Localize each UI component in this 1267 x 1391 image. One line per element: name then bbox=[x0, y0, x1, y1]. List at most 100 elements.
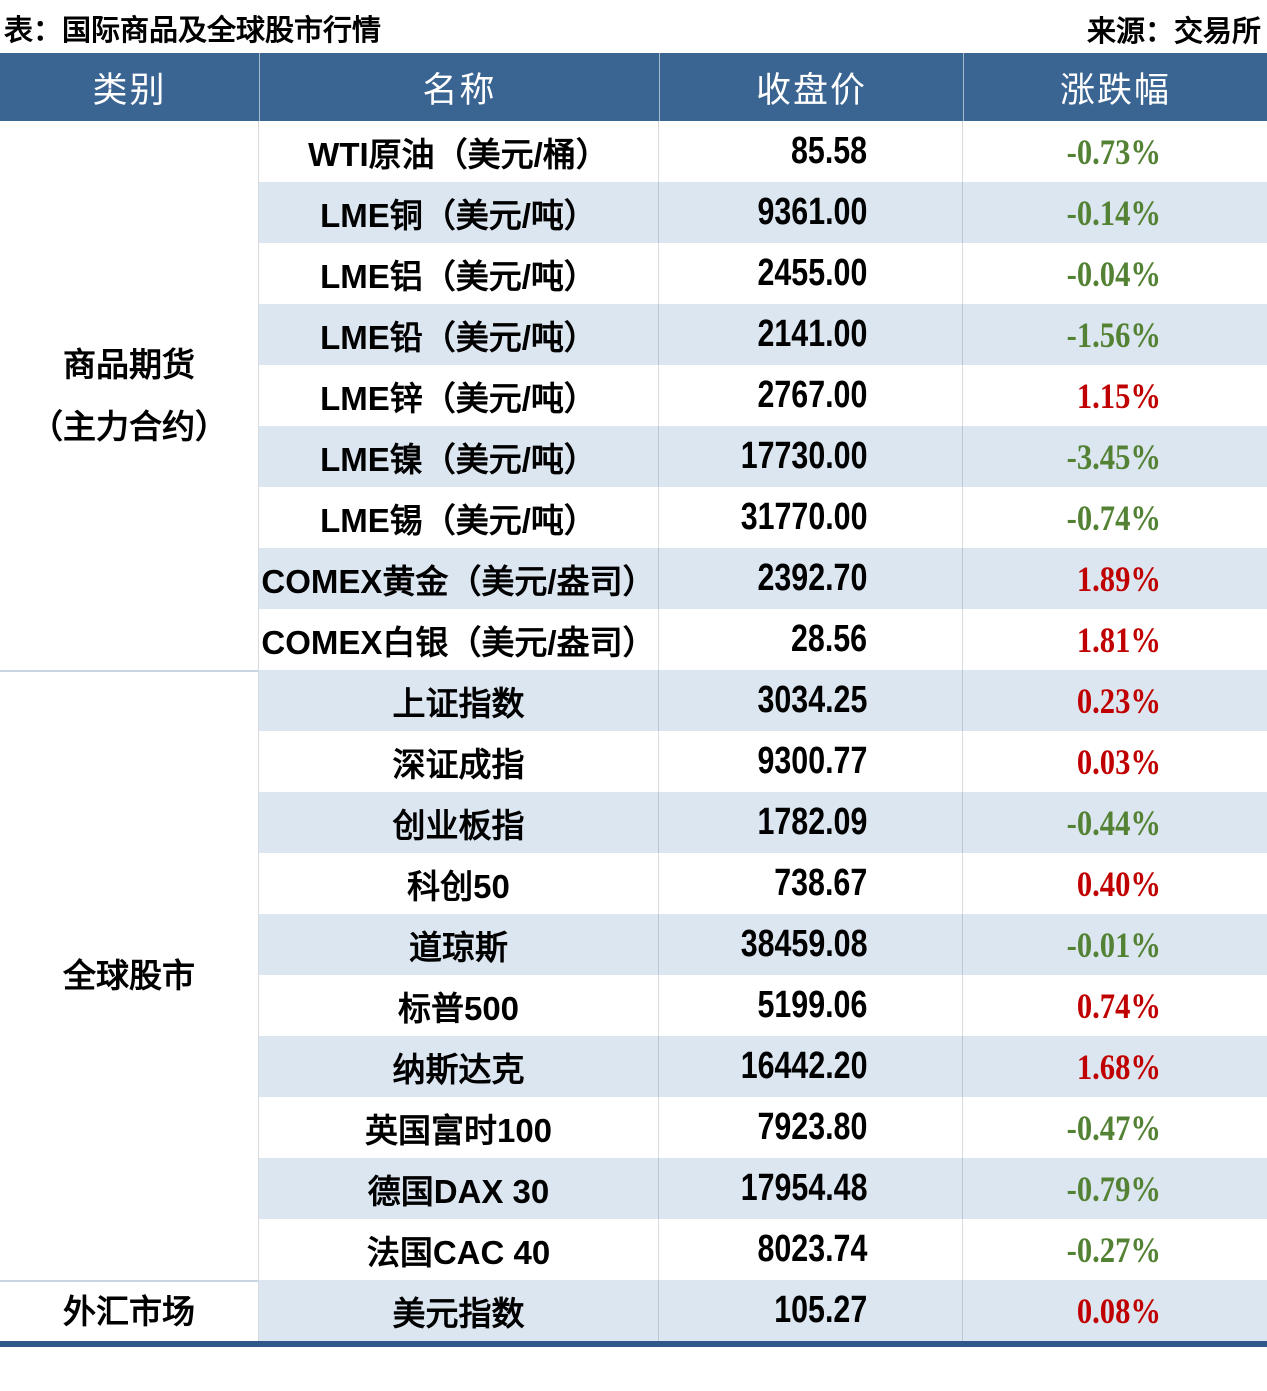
cell-close: 38459.08 bbox=[659, 914, 963, 975]
table-row: 美元指数 105.27 0.08% bbox=[259, 1280, 1267, 1341]
change-value: -1.56% bbox=[1066, 314, 1161, 355]
cell-close: 8023.74 bbox=[659, 1219, 963, 1280]
table-bottom-border bbox=[0, 1341, 1267, 1347]
change-value: 1.15% bbox=[1076, 375, 1161, 416]
change-value: -0.74% bbox=[1066, 497, 1161, 538]
cell-close: 9361.00 bbox=[659, 182, 963, 243]
table-body: 商品期货 （主力合约） 全球股市 外汇市场 WTI原油（美元/桶） 85.58 … bbox=[0, 121, 1267, 1341]
category-label-line: 外汇市场 bbox=[63, 1292, 195, 1330]
cell-name: COMEX黄金（美元/盎司） bbox=[259, 548, 659, 609]
cell-name: 法国CAC 40 bbox=[259, 1219, 659, 1280]
cell-change: -0.14% bbox=[963, 182, 1267, 243]
cell-name: LME铜（美元/吨） bbox=[259, 182, 659, 243]
category-label-line: （主力合约） bbox=[30, 407, 228, 445]
cell-close: 2455.00 bbox=[659, 243, 963, 304]
cell-close: 7923.80 bbox=[659, 1097, 963, 1158]
cell-close: 2767.00 bbox=[659, 365, 963, 426]
close-value: 3034.25 bbox=[757, 679, 867, 721]
cell-name: LME铅（美元/吨） bbox=[259, 304, 659, 365]
cell-close: 2392.70 bbox=[659, 548, 963, 609]
page-title: 表：国际商品及全球股市行情 bbox=[4, 15, 382, 47]
close-value: 9300.77 bbox=[757, 740, 867, 782]
change-value: -0.73% bbox=[1066, 131, 1161, 172]
cell-change: -0.47% bbox=[963, 1097, 1267, 1158]
change-value: 1.89% bbox=[1076, 558, 1161, 599]
table-row: LME锌（美元/吨） 2767.00 1.15% bbox=[259, 365, 1267, 426]
cell-change: -0.74% bbox=[963, 487, 1267, 548]
cell-name: COMEX白银（美元/盎司） bbox=[259, 609, 659, 670]
cell-change: -0.27% bbox=[963, 1219, 1267, 1280]
cell-name: 上证指数 bbox=[259, 670, 659, 731]
cell-name: LME铝（美元/吨） bbox=[259, 243, 659, 304]
table-header-row: 类别 名称 收盘价 涨跌幅 bbox=[0, 53, 1267, 121]
close-value: 9361.00 bbox=[757, 191, 867, 233]
table-row: WTI原油（美元/桶） 85.58 -0.73% bbox=[259, 121, 1267, 182]
change-value: -0.47% bbox=[1066, 1107, 1161, 1148]
cell-close: 1782.09 bbox=[659, 792, 963, 853]
cell-close: 31770.00 bbox=[659, 487, 963, 548]
cell-close: 3034.25 bbox=[659, 670, 963, 731]
table-row: 深证成指 9300.77 0.03% bbox=[259, 731, 1267, 792]
cell-name: 英国富时100 bbox=[259, 1097, 659, 1158]
cell-change: 0.40% bbox=[963, 853, 1267, 914]
table-row: LME铝（美元/吨） 2455.00 -0.04% bbox=[259, 243, 1267, 304]
cell-change: -0.73% bbox=[963, 121, 1267, 182]
change-value: 0.40% bbox=[1076, 863, 1161, 904]
close-value: 2455.00 bbox=[757, 252, 867, 294]
close-value: 17730.00 bbox=[740, 435, 867, 477]
header-cell-category: 类别 bbox=[92, 70, 167, 110]
cell-close: 85.58 bbox=[659, 121, 963, 182]
cell-change: -0.79% bbox=[963, 1158, 1267, 1219]
table-row: COMEX黄金（美元/盎司） 2392.70 1.89% bbox=[259, 548, 1267, 609]
cell-change: -3.45% bbox=[963, 426, 1267, 487]
close-value: 105.27 bbox=[774, 1289, 867, 1331]
cell-change: 0.03% bbox=[963, 731, 1267, 792]
cell-name: LME锡（美元/吨） bbox=[259, 487, 659, 548]
cell-name: 德国DAX 30 bbox=[259, 1158, 659, 1219]
change-value: 0.23% bbox=[1076, 680, 1161, 721]
cell-name: 道琼斯 bbox=[259, 914, 659, 975]
table-row: 标普500 5199.06 0.74% bbox=[259, 975, 1267, 1036]
close-value: 31770.00 bbox=[740, 496, 867, 538]
table-rows: WTI原油（美元/桶） 85.58 -0.73% LME铜（美元/吨） 9361… bbox=[259, 121, 1267, 1341]
close-value: 5199.06 bbox=[757, 984, 867, 1026]
change-value: -0.27% bbox=[1066, 1229, 1161, 1270]
cell-name: 科创50 bbox=[259, 853, 659, 914]
cell-change: 0.08% bbox=[963, 1280, 1267, 1341]
close-value: 17954.48 bbox=[740, 1167, 867, 1209]
cell-change: 1.89% bbox=[963, 548, 1267, 609]
cell-close: 2141.00 bbox=[659, 304, 963, 365]
change-value: 0.08% bbox=[1076, 1290, 1161, 1331]
close-value: 738.67 bbox=[774, 862, 867, 904]
cell-close: 5199.06 bbox=[659, 975, 963, 1036]
cell-change: -0.04% bbox=[963, 243, 1267, 304]
table-row: LME锡（美元/吨） 31770.00 -0.74% bbox=[259, 487, 1267, 548]
close-value: 16442.20 bbox=[740, 1045, 867, 1087]
table-row: 上证指数 3034.25 0.23% bbox=[259, 670, 1267, 731]
change-value: -0.01% bbox=[1066, 924, 1161, 965]
change-value: -0.14% bbox=[1066, 192, 1161, 233]
change-value: 0.03% bbox=[1076, 741, 1161, 782]
cell-name: 美元指数 bbox=[259, 1280, 659, 1341]
source-note: 来源：交易所 bbox=[1086, 16, 1261, 48]
category-cell-global-stocks: 全球股市 bbox=[0, 670, 258, 1280]
cell-close: 28.56 bbox=[659, 609, 963, 670]
change-value: 0.74% bbox=[1076, 985, 1161, 1026]
table-row: LME铜（美元/吨） 9361.00 -0.14% bbox=[259, 182, 1267, 243]
cell-change: -1.56% bbox=[963, 304, 1267, 365]
cell-name: 纳斯达克 bbox=[259, 1036, 659, 1097]
cell-close: 17730.00 bbox=[659, 426, 963, 487]
change-value: -0.04% bbox=[1066, 253, 1161, 294]
cell-name: LME镍（美元/吨） bbox=[259, 426, 659, 487]
close-value: 28.56 bbox=[790, 618, 867, 660]
cell-change: 1.81% bbox=[963, 609, 1267, 670]
change-value: -0.79% bbox=[1066, 1168, 1161, 1209]
cell-name: LME锌（美元/吨） bbox=[259, 365, 659, 426]
cell-change: 0.74% bbox=[963, 975, 1267, 1036]
table-row: 法国CAC 40 8023.74 -0.27% bbox=[259, 1219, 1267, 1280]
category-label-line: 商品期货 bbox=[63, 345, 195, 383]
cell-close: 105.27 bbox=[659, 1280, 963, 1341]
close-value: 8023.74 bbox=[757, 1228, 867, 1270]
category-label-line: 全球股市 bbox=[63, 957, 195, 994]
close-value: 1782.09 bbox=[757, 801, 867, 843]
